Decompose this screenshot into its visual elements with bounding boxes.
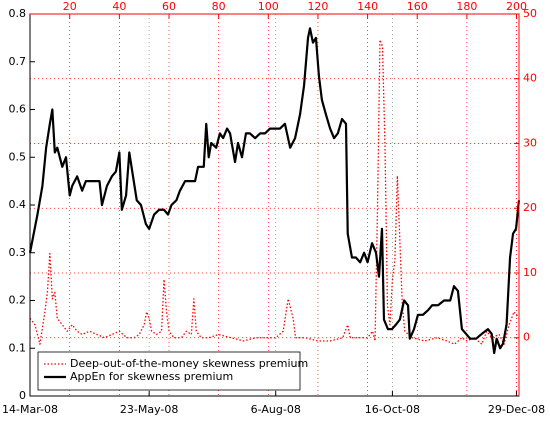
x2-tick-label: 80: [212, 0, 226, 13]
x2-tick-label: 100: [258, 0, 279, 13]
y-tick-label: 0.5: [9, 150, 27, 163]
y-tick-label: 0.8: [9, 7, 27, 20]
x2-tick-label: 160: [407, 0, 428, 13]
x2-tick-label: 40: [112, 0, 126, 13]
x2-tick-label: 140: [357, 0, 378, 13]
legend: Deep-out-of-the-money skewness premiumAp…: [37, 351, 308, 391]
x-tick-label: 16-Oct-08: [365, 403, 420, 416]
y-tick-label: 0.6: [9, 103, 27, 116]
legend-label: AppEn for skewness premium: [70, 370, 233, 383]
y-tick-label: 0.2: [9, 294, 27, 307]
x2-tick-label: 180: [456, 0, 477, 13]
y2-tick-label: 50: [523, 7, 537, 20]
x-tick-label: 14-Mar-08: [2, 403, 58, 416]
x-tick-label: 23-May-08: [120, 403, 178, 416]
legend-label: Deep-out-of-the-money skewness premium: [70, 357, 308, 370]
x2-tick-label: 60: [162, 0, 176, 13]
series-line: [29, 39, 520, 345]
y-tick-label: 0: [19, 389, 26, 402]
series-line: [28, 27, 521, 355]
x2-tick-label: 200: [506, 0, 527, 13]
x-tick-label: 29-Dec-08: [488, 403, 545, 416]
x2-tick-label: 120: [307, 0, 328, 13]
y2-tick-label: 0: [523, 331, 530, 344]
x2-tick-label: 20: [63, 0, 77, 13]
y2-tick-label: 40: [523, 72, 537, 85]
legend-box: [37, 351, 301, 391]
y2-tick-label: 10: [523, 266, 537, 279]
plot-frame: [29, 13, 520, 397]
y2-tick-label: 20: [523, 201, 537, 214]
y-tick-label: 0.4: [9, 198, 27, 211]
y-tick-label: 0.1: [9, 341, 27, 354]
y-tick-label: 0.7: [9, 55, 27, 68]
y2-tick-label: 30: [523, 136, 537, 149]
x-tick-label: 6-Aug-08: [251, 403, 301, 416]
y-tick-label: 0.3: [9, 246, 27, 259]
